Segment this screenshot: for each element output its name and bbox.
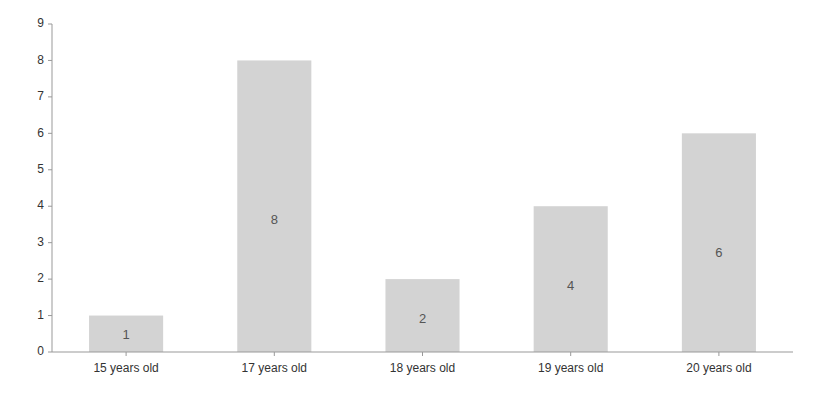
y-axis-line	[52, 24, 53, 352]
y-tick-label: 6	[37, 126, 44, 140]
bar	[237, 60, 311, 352]
bar	[89, 316, 163, 352]
y-tick	[48, 206, 52, 207]
x-tick-label: 19 years old	[538, 361, 603, 375]
x-tick	[718, 352, 719, 356]
y-tick-label: 5	[37, 162, 44, 176]
y-tick	[48, 133, 52, 134]
y-tick-label: 2	[37, 271, 44, 285]
y-tick	[48, 169, 52, 170]
bar	[682, 133, 756, 352]
x-tick-label: 18 years old	[390, 361, 455, 375]
y-tick	[48, 60, 52, 61]
x-tick	[274, 352, 275, 356]
bars	[89, 60, 756, 352]
x-tick-label: 15 years old	[93, 361, 158, 375]
y-tick	[48, 352, 52, 353]
y-tick-label: 4	[37, 198, 44, 212]
y-tick	[48, 96, 52, 97]
y-tick	[48, 315, 52, 316]
x-tick	[422, 352, 423, 356]
y-axis: 0 1 2 3 4 5 6 7 8 9	[37, 16, 52, 358]
y-tick-label: 3	[37, 235, 44, 249]
y-tick-label: 9	[37, 16, 44, 30]
data-labels: 1 8 2 4 6	[122, 212, 722, 342]
y-tick-label: 1	[37, 308, 44, 322]
y-tick-label: 0	[37, 344, 44, 358]
chart-svg: 01234567891824615 years old17 years old1…	[0, 0, 817, 400]
data-label: 8	[271, 212, 278, 227]
chart-container: 01234567891824615 years old17 years old1…	[0, 0, 817, 400]
x-axis: 15 years old 17 years old 18 years old 19 y…	[93, 352, 751, 375]
y-tick	[48, 24, 52, 25]
x-tick-label: 17 years old	[242, 361, 307, 375]
y-tick-label: 7	[37, 89, 44, 103]
x-tick	[126, 352, 127, 356]
bar	[385, 279, 459, 352]
data-label: 4	[567, 278, 574, 293]
y-tick	[48, 279, 52, 280]
y-tick	[48, 242, 52, 243]
data-label: 1	[122, 327, 129, 342]
bar	[534, 206, 608, 352]
x-tick-label: 20 years old	[686, 361, 751, 375]
data-label: 2	[419, 311, 426, 326]
y-tick-label: 8	[37, 53, 44, 67]
data-label: 6	[715, 245, 722, 260]
x-tick	[570, 352, 571, 356]
